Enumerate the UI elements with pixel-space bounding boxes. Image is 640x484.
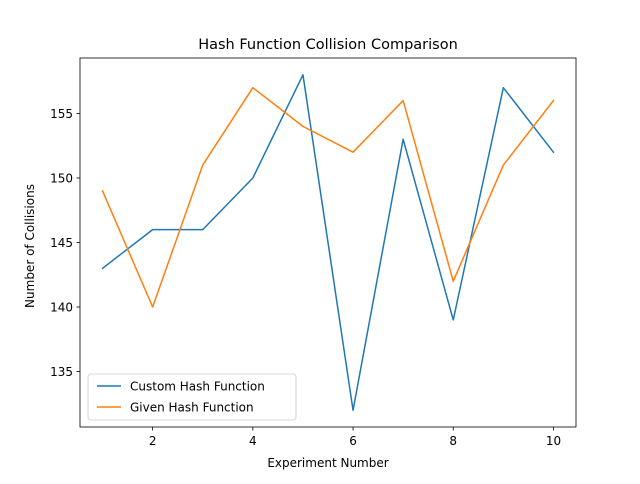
plot-area: 2 4 6 8 10 135 140 145 150 155 xyxy=(50,57,577,448)
x-tick-label-4: 4 xyxy=(249,434,257,448)
legend-box xyxy=(87,373,297,421)
series-line-1 xyxy=(101,74,555,411)
x-tick-label-8: 8 xyxy=(449,434,457,448)
x-tick-label-2: 2 xyxy=(149,434,157,448)
x-axis-label: Experiment Number xyxy=(267,456,388,470)
y-tick-label-135: 135 xyxy=(50,365,73,379)
chart-title: Hash Function Collision Comparison xyxy=(198,37,458,53)
x-tick-label-6: 6 xyxy=(349,434,357,448)
legend-label-1: Custom Hash Function xyxy=(130,380,265,394)
series-line-2 xyxy=(101,86,555,308)
legend-label-2: Given Hash Function xyxy=(130,401,254,415)
x-tick-label-10: 10 xyxy=(546,434,561,448)
legend: Custom Hash Function Given Hash Function xyxy=(87,373,297,421)
y-tick-label-150: 150 xyxy=(50,171,73,185)
y-axis-label: Number of Collisions xyxy=(23,184,37,308)
y-tick-label-155: 155 xyxy=(50,107,73,121)
y-tick-label-145: 145 xyxy=(50,236,73,250)
y-tick-label-140: 140 xyxy=(50,301,73,315)
